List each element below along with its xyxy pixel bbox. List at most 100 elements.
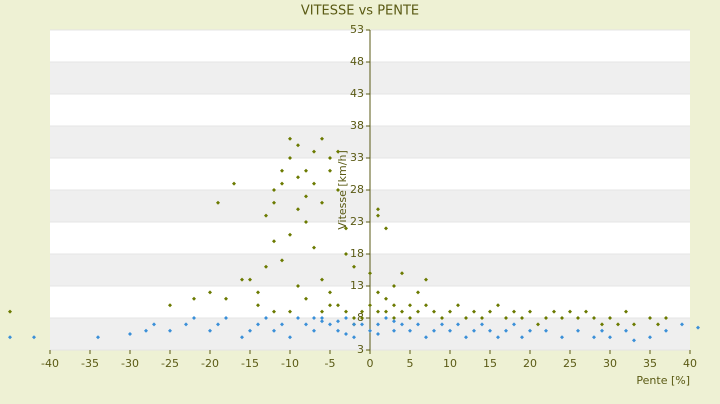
- point: [224, 316, 228, 320]
- x-tick-label: 40: [683, 357, 697, 370]
- point: [496, 303, 500, 308]
- point: [272, 188, 276, 192]
- point: [256, 322, 260, 327]
- point: [328, 322, 332, 327]
- point: [352, 322, 356, 327]
- point: [600, 322, 604, 327]
- point: [240, 277, 244, 282]
- point: [128, 332, 132, 336]
- x-tick-label: 20: [523, 357, 537, 370]
- point: [392, 328, 396, 333]
- point: [456, 322, 460, 327]
- point: [376, 309, 380, 314]
- point: [536, 322, 540, 327]
- point: [376, 207, 380, 212]
- x-tick-label: -5: [325, 357, 336, 370]
- x-tick-label: 25: [563, 357, 577, 370]
- point: [264, 213, 268, 218]
- point: [168, 303, 172, 308]
- point: [304, 168, 308, 173]
- point: [544, 328, 548, 333]
- point: [328, 290, 332, 295]
- point: [320, 319, 324, 324]
- point: [448, 309, 452, 314]
- point: [456, 303, 460, 308]
- point: [216, 200, 220, 205]
- point: [312, 181, 316, 186]
- point: [664, 316, 668, 320]
- x-tick-label: 35: [643, 357, 657, 370]
- point: [408, 316, 412, 320]
- point: [296, 143, 300, 148]
- point: [424, 335, 428, 340]
- point: [416, 290, 420, 295]
- x-tick-label: -35: [81, 357, 99, 370]
- x-tick-label: 10: [443, 357, 457, 370]
- point: [232, 181, 236, 186]
- point: [408, 303, 412, 308]
- point: [632, 322, 636, 327]
- point: [320, 136, 324, 141]
- point: [472, 328, 476, 333]
- point: [464, 335, 468, 340]
- point: [616, 322, 620, 327]
- point: [384, 309, 388, 314]
- point: [592, 316, 596, 320]
- point: [328, 156, 332, 160]
- y-tick-label: 38: [350, 119, 364, 132]
- point: [400, 322, 404, 327]
- point: [144, 328, 148, 333]
- point: [96, 335, 100, 340]
- point: [408, 328, 412, 333]
- point: [344, 309, 348, 314]
- point: [376, 290, 380, 295]
- point: [392, 303, 396, 308]
- point: [240, 335, 244, 340]
- point: [288, 136, 292, 141]
- point: [8, 335, 12, 340]
- point: [384, 296, 388, 301]
- point: [504, 328, 508, 333]
- point: [416, 309, 420, 314]
- point: [304, 220, 308, 224]
- point: [288, 309, 292, 314]
- point: [368, 271, 372, 276]
- point: [320, 277, 324, 282]
- point: [528, 328, 532, 333]
- point: [648, 335, 652, 340]
- point: [528, 309, 532, 314]
- point: [424, 303, 428, 308]
- point: [448, 328, 452, 333]
- point: [312, 316, 316, 320]
- point: [472, 309, 476, 314]
- point: [336, 149, 340, 154]
- point: [392, 284, 396, 288]
- point: [280, 322, 284, 327]
- point: [312, 328, 316, 333]
- point: [336, 188, 340, 192]
- point: [368, 303, 372, 308]
- point: [304, 296, 308, 301]
- point: [280, 181, 284, 186]
- point: [168, 328, 172, 333]
- point: [248, 328, 252, 333]
- point: [184, 322, 188, 327]
- point: [304, 194, 308, 199]
- y-tick-label: 53: [350, 23, 364, 36]
- point: [360, 316, 364, 320]
- point: [360, 309, 364, 314]
- point: [336, 319, 340, 324]
- point: [464, 316, 468, 320]
- point: [576, 328, 580, 333]
- point: [216, 322, 220, 327]
- y-tick-label: 43: [350, 87, 364, 100]
- point: [520, 335, 524, 340]
- point: [192, 296, 196, 301]
- point: [592, 335, 596, 340]
- point: [368, 328, 372, 333]
- point: [576, 316, 580, 320]
- point: [392, 316, 396, 320]
- point: [208, 328, 212, 333]
- point: [272, 200, 276, 205]
